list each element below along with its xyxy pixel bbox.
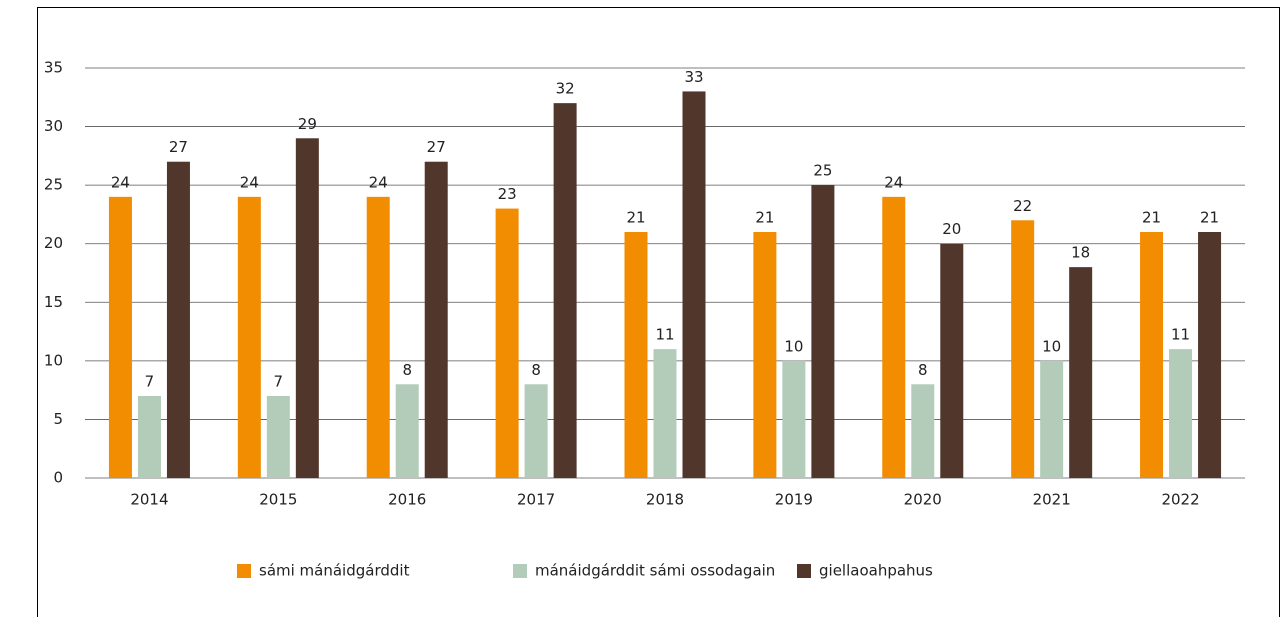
data-label: 33 (684, 68, 703, 86)
x-tick-label: 2015 (259, 491, 297, 509)
bar (524, 384, 548, 478)
bar (424, 161, 448, 478)
bar (811, 185, 835, 478)
x-tick-label: 2022 (1161, 491, 1199, 509)
bar (682, 91, 706, 478)
bar (782, 360, 806, 478)
y-tick-label: 15 (44, 293, 63, 311)
data-label: 23 (498, 185, 517, 203)
data-label: 21 (1142, 209, 1161, 227)
bar (108, 196, 132, 478)
bar (1169, 349, 1193, 478)
x-tick-label: 2017 (517, 491, 555, 509)
bar (495, 208, 519, 479)
x-tick-label: 2020 (904, 491, 942, 509)
x-tick-label: 2016 (388, 491, 426, 509)
legend-swatch (237, 564, 251, 578)
legend-swatch (513, 564, 527, 578)
data-label: 7 (145, 373, 155, 391)
bar (653, 349, 677, 478)
y-tick-label: 35 (44, 59, 63, 77)
y-tick-label: 10 (44, 351, 63, 369)
data-label: 29 (298, 115, 317, 133)
legend-swatch (797, 564, 811, 578)
data-label: 21 (1200, 209, 1219, 227)
data-label: 24 (884, 173, 903, 191)
data-label: 20 (942, 220, 961, 238)
y-tick-label: 30 (44, 117, 63, 135)
bar (266, 396, 290, 478)
bar (1040, 360, 1064, 478)
frame (37, 7, 1280, 617)
data-label: 7 (274, 373, 284, 391)
data-label: 10 (1042, 337, 1061, 355)
bar (940, 243, 964, 478)
data-label: 8 (531, 361, 541, 379)
data-label: 8 (918, 361, 928, 379)
x-tick-label: 2019 (775, 491, 813, 509)
bar (1069, 267, 1093, 478)
legend-label: sámi mánáidgárddit (259, 562, 410, 580)
y-tick-label: 20 (44, 234, 63, 252)
bar (166, 161, 190, 478)
legend-label: giellaoahpahus (819, 562, 933, 580)
bar (295, 138, 319, 479)
bar (753, 232, 777, 478)
bar (553, 103, 577, 479)
y-tick-label: 5 (53, 410, 63, 428)
data-label: 32 (556, 80, 575, 98)
data-label: 27 (427, 138, 446, 156)
data-label: 24 (369, 173, 388, 191)
bar (366, 196, 390, 478)
bar (624, 232, 648, 478)
bar (1011, 220, 1035, 479)
bar (395, 384, 419, 478)
bar (137, 396, 161, 478)
bar (882, 196, 906, 478)
bar (911, 384, 935, 478)
data-label: 27 (169, 138, 188, 156)
data-label: 11 (1171, 326, 1190, 344)
legend-label: mánáidgárddit sámi ossodagain (535, 562, 775, 580)
data-label: 25 (813, 162, 832, 180)
data-label: 22 (1013, 197, 1032, 215)
data-label: 24 (240, 173, 259, 191)
bar (1198, 232, 1222, 478)
data-label: 18 (1071, 244, 1090, 262)
y-tick-label: 0 (53, 469, 63, 487)
bar (1140, 232, 1164, 478)
x-tick-label: 2021 (1033, 491, 1071, 509)
x-tick-label: 2014 (130, 491, 168, 509)
data-label: 21 (755, 209, 774, 227)
data-label: 24 (111, 173, 130, 191)
bar (237, 196, 261, 478)
data-label: 10 (784, 337, 803, 355)
y-tick-label: 25 (44, 176, 63, 194)
data-label: 11 (655, 326, 674, 344)
data-label: 8 (402, 361, 412, 379)
data-label: 21 (626, 209, 645, 227)
x-tick-label: 2018 (646, 491, 684, 509)
